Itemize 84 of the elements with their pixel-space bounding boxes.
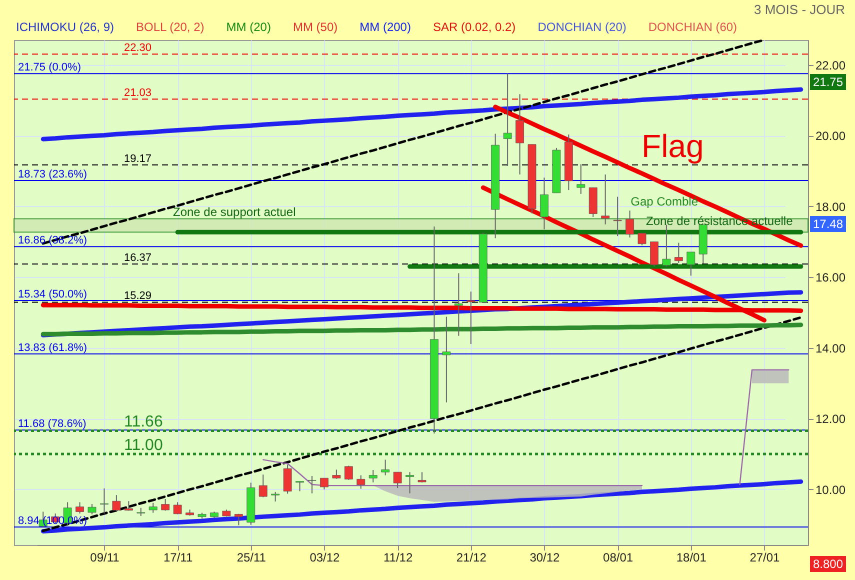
x-tick-label: 08/01 [603,550,634,564]
ref-line-label: 16.37 [124,252,152,264]
text: DONCHIAN (20) [538,20,626,34]
x-tick-label: 18/01 [676,550,707,564]
candlestick [100,488,108,514]
line-series [262,459,643,486]
ref-line-label: 16.86 (38.2%) [18,234,88,247]
candlestick [466,291,476,344]
text: DONCHIAN (60) [648,20,738,34]
x-tick-label: 09/11 [90,550,120,564]
x-tick-label: 30/12 [530,550,560,564]
line-series [40,322,804,336]
y-tick-label: 16.00 [816,270,846,285]
candlestick [356,474,366,490]
x-tick-label: 21/12 [456,550,487,564]
annotation: Flag [642,128,704,164]
line-series [493,104,804,248]
candlestick [381,459,390,476]
candlestick [332,469,341,480]
y-tick-label: 14.00 [816,341,846,356]
ref-line-label: 13.83 (61.8%) [18,342,88,354]
ref-line-label: 15.29 [124,290,152,302]
text: 17.48 [810,216,846,232]
candlestick [258,474,268,498]
candlestick [454,272,463,336]
candlestick [344,465,353,480]
candlestick [368,469,378,483]
ref-line-label: 18.73 (23.6%) [18,168,88,180]
candlestick [442,316,451,403]
candlestick [271,491,280,502]
candlestick [674,242,683,264]
y-tick-label: 10.00 [816,482,846,497]
candlestick [148,502,158,514]
text: MM (200) [360,20,411,34]
candlestick [601,174,610,225]
ref-line-label: 19.17 [124,152,152,165]
candlestick [173,502,182,515]
candlestick [112,494,121,512]
candlestick [662,224,671,267]
candlestick [88,503,96,515]
y-tick-label: 22.00 [816,58,846,72]
y-tick-label: 20.00 [816,129,846,144]
candlestick [686,251,696,276]
candlestick [576,164,586,194]
candlestick [503,73,512,166]
candlestick [393,472,402,489]
text: MM (50) [292,20,338,34]
candlestick [638,232,646,246]
candlestick [308,475,316,494]
ref-line-label: 21.03 [124,87,152,100]
candlestick [613,196,622,237]
candlestick [516,94,524,175]
x-tick-label: 17/11 [163,550,193,564]
ref-line-label: 21.75 (0.0%) [18,62,81,74]
text: ICHIMOKU (26, 9) [16,20,114,34]
candlestick [76,502,84,514]
candlestick [418,472,426,483]
text: MM (20) [226,20,271,34]
band-label: Gap Comblé [630,194,698,209]
candlestick [540,177,548,230]
y-tick-label: 18.00 [816,200,846,214]
text: SAR (0.02, 0.2) [432,20,516,34]
y-tick-label: 12.00 [816,412,846,426]
ref-line-label: 11.66 [124,414,163,431]
chart-subtitle: 3 MOIS - JOUR [754,2,846,17]
text: 8.800 [810,556,846,572]
candlestick [650,241,658,267]
ref-line-label: 11.68 (78.6%) [18,418,86,430]
candlestick [283,464,292,494]
line-series [40,479,804,534]
text: 21.75 [810,74,846,90]
candlestick [626,210,634,238]
x-tick-label: 27/01 [750,550,780,564]
candlestick [296,480,304,492]
x-tick-label: 11/12 [383,550,413,564]
ref-line-label: 11.00 [124,437,163,454]
candlestick [406,472,414,494]
annotation: Zone de support actuel [173,205,296,219]
x-tick-label: 03/12 [310,550,340,564]
ref-line-label: 22.30 [124,42,152,54]
text: BOLL (20, 2) [136,20,204,34]
candlestick [320,478,328,490]
ref-line-label: 15.34 (50.0%) [18,288,88,300]
x-tick-label: 25/11 [236,550,266,564]
